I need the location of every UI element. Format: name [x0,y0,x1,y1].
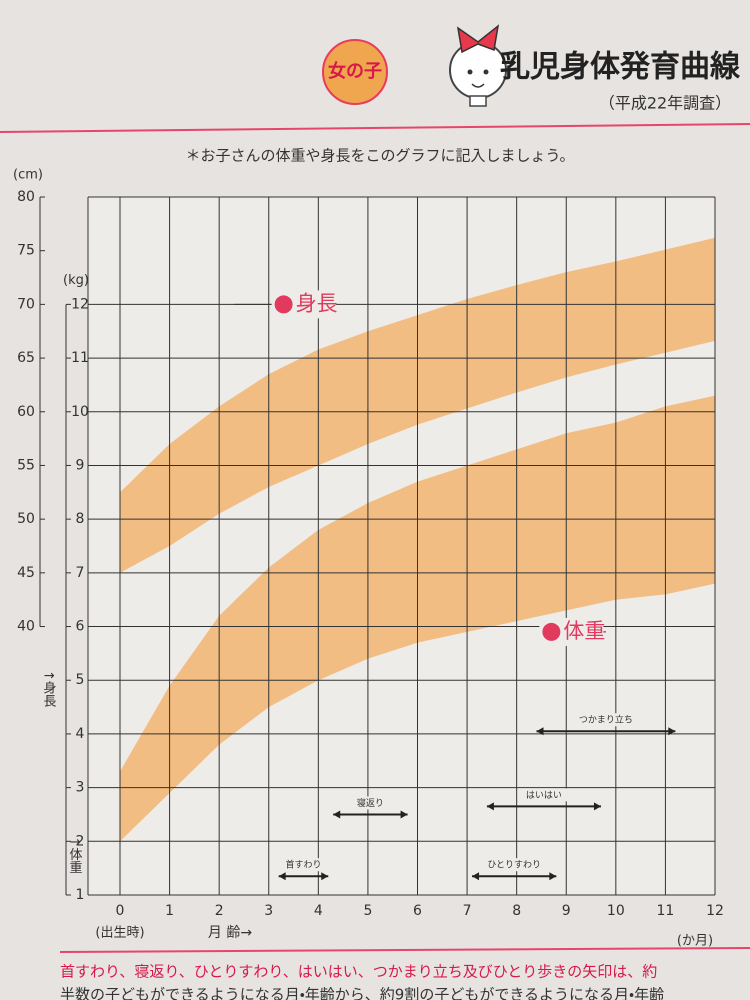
y2-tick-label: 75 [17,243,35,259]
title: 乳児身体発育曲線 [500,50,741,85]
x-tick-label: 3 [264,903,273,919]
x-tick-label: 11 [657,903,675,919]
x-tick-label: 1 [165,903,174,919]
badge-circle [322,39,388,105]
y2-tick-label: 50 [17,511,35,527]
y2-tick-label: 80 [17,189,35,205]
footer-rule [59,947,750,953]
y-tick-label: 4 [76,726,85,742]
girl-icon [449,24,507,107]
footer-line: 半数の子どもができるようになる月・年齢から、約9割の子どもができるようになる月・… [60,986,664,1000]
x-tick-label: 2 [215,903,224,919]
y-tick-label: 11 [71,350,89,366]
milestone-label-bg [519,788,568,802]
header-rule [0,123,750,133]
milestone-label: はいはい [526,790,562,801]
y-axis-label: ↑体重 [67,837,83,874]
subtitle: （平成22年調査） [599,94,731,113]
milestone-label: 首すわり [285,859,321,871]
y2-unit: (cm) [13,168,43,183]
y-tick-label: 2 [76,833,85,849]
y-tick-label: 12 [71,296,89,312]
y2-tick-label: 55 [17,457,35,473]
x-tick-label: 10 [607,903,625,919]
y-tick-label: 3 [76,780,85,796]
x-tick-label: 9 [562,903,571,919]
y-tick-label: 7 [76,565,85,581]
y-unit: (kg) [63,273,89,288]
milestone-label-bg [571,713,640,727]
y2-tick-label: 70 [17,296,35,312]
y-tick-label: 5 [76,672,85,688]
x-tick-label: 8 [512,903,521,919]
milestone-label: ひとりすわり [487,860,541,871]
y2-axis-label: ↑身長 [41,670,57,707]
y-tick-label: 6 [76,619,85,635]
x-tick-label: 12 [706,903,724,919]
x-tick-label: 0 [116,903,125,919]
x-tick-label: 6 [413,903,422,919]
y2-tick-label: 65 [17,350,35,366]
x-end-label: (か月) [677,934,713,949]
y-tick-label: 9 [76,457,85,473]
x-axis-label: 月 齢→ [208,925,252,941]
y2-tick-label: 60 [17,404,35,420]
series-label: 身長 [296,291,338,315]
footer-line: 首すわり、寝返り、ひとりすわり、はいはい、つかまり立ち及びひとり歩きの矢印は、約 [60,963,657,981]
milestone-label-bg [480,858,549,872]
series-label: 体重 [563,619,605,643]
x-start-label: (出生時) [95,926,144,941]
y2-tick-label: 45 [17,565,35,581]
milestone-label-bg [351,796,390,810]
label-dot [274,295,293,314]
y-tick-label: 1 [76,887,85,903]
label-dot [542,622,561,641]
y-tick-label: 10 [71,404,89,420]
x-tick-label: 5 [363,903,372,919]
x-tick-label: 4 [314,903,323,919]
note: ＊お子さんの体重や身長をこのグラフに記入しましょう。 [185,147,574,165]
milestone-label-bg [279,858,328,872]
y2-tick-label: 40 [17,619,35,635]
milestone-label: 寝返り [357,797,384,809]
milestone-label: つかまり立ち [579,714,633,726]
y-tick-label: 8 [76,511,85,527]
badge: 女の子 [328,60,382,82]
x-tick-label: 7 [463,903,472,919]
